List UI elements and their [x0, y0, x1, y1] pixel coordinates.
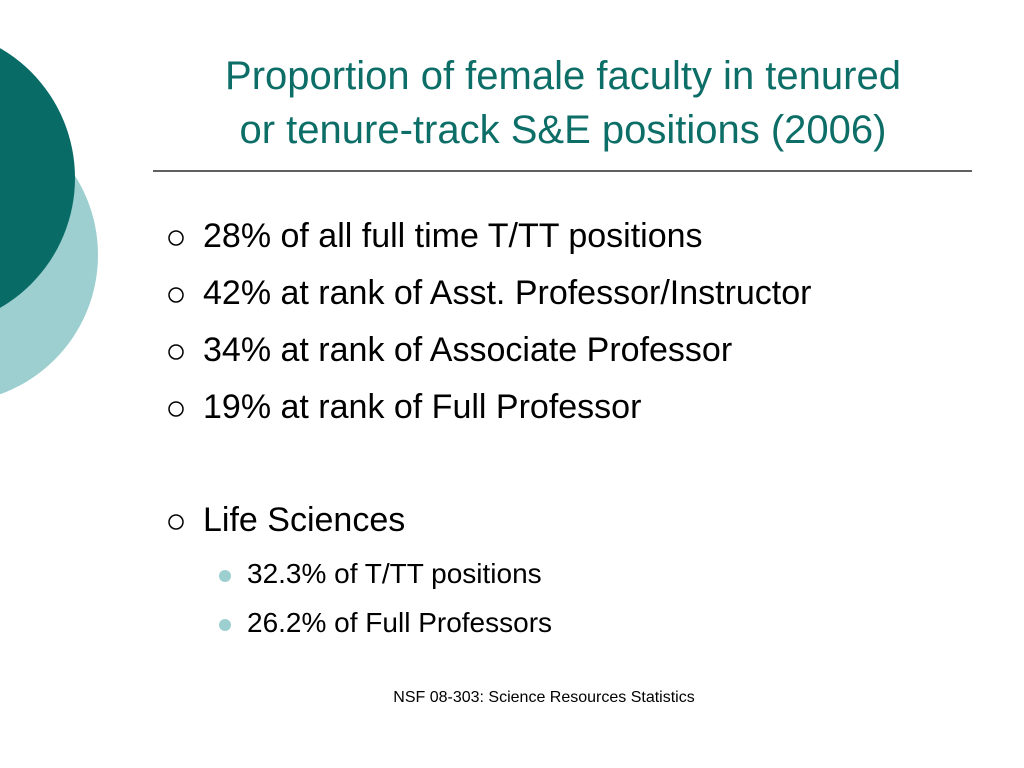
- sub-bullet: 32.3% of T/TT positions: [247, 558, 542, 589]
- title-line: Proportion of female faculty in tenured: [225, 54, 901, 98]
- sub-bullet-marker: [219, 619, 231, 631]
- bullet: 42% at rank of Asst. Professor/Instructo…: [203, 274, 812, 312]
- bullet-marker: [168, 401, 184, 417]
- bullet-marker: [168, 344, 184, 360]
- bullet: 34% at rank of Associate Professor: [203, 331, 733, 369]
- bullet: 19% at rank of Full Professor: [203, 388, 642, 426]
- bullet-marker: [168, 230, 184, 246]
- sub-bullet-marker: [219, 570, 231, 582]
- sub-bullet: 26.2% of Full Professors: [247, 607, 553, 638]
- bullet: 28% of all full time T/TT positions: [203, 217, 703, 255]
- dark-circle: [0, 48, 75, 308]
- bullet-markers: [168, 230, 184, 530]
- bullet-marker: [168, 287, 184, 303]
- footer: NSF 08-303: Science Resources Statistics: [393, 689, 695, 706]
- title-line: or tenure-track S&E positions (2006): [239, 108, 887, 152]
- bullet-marker: [168, 514, 184, 530]
- bullet: Life Sciences: [203, 501, 406, 539]
